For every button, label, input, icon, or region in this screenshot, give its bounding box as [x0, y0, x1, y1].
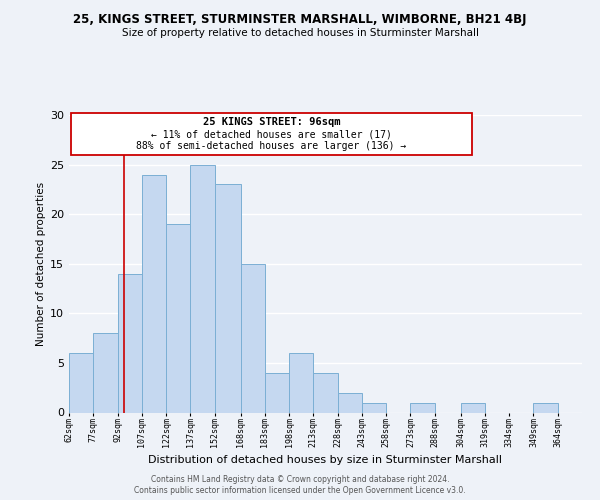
Bar [142, 174, 166, 412]
Bar [289, 353, 313, 412]
Bar [190, 164, 215, 412]
X-axis label: Distribution of detached houses by size in Sturminster Marshall: Distribution of detached houses by size … [149, 455, 503, 465]
Bar [362, 402, 386, 412]
Bar [533, 402, 558, 412]
Bar [410, 402, 435, 412]
Bar [461, 402, 485, 412]
Text: ← 11% of detached houses are smaller (17): ← 11% of detached houses are smaller (17… [151, 130, 392, 140]
Text: 25 KINGS STREET: 96sqm: 25 KINGS STREET: 96sqm [203, 118, 340, 128]
Bar [166, 224, 190, 412]
Text: Contains public sector information licensed under the Open Government Licence v3: Contains public sector information licen… [134, 486, 466, 495]
Bar [313, 373, 338, 412]
Text: Contains HM Land Registry data © Crown copyright and database right 2024.: Contains HM Land Registry data © Crown c… [151, 475, 449, 484]
Text: 88% of semi-detached houses are larger (136) →: 88% of semi-detached houses are larger (… [136, 142, 406, 152]
Bar [69, 353, 93, 412]
FancyBboxPatch shape [71, 113, 472, 154]
Bar [338, 392, 362, 412]
Text: Size of property relative to detached houses in Sturminster Marshall: Size of property relative to detached ho… [121, 28, 479, 38]
Text: 25, KINGS STREET, STURMINSTER MARSHALL, WIMBORNE, BH21 4BJ: 25, KINGS STREET, STURMINSTER MARSHALL, … [73, 12, 527, 26]
Bar [265, 373, 289, 412]
Bar [215, 184, 241, 412]
Bar [118, 274, 142, 412]
Bar [93, 333, 118, 412]
Bar [241, 264, 265, 412]
Y-axis label: Number of detached properties: Number of detached properties [36, 182, 46, 346]
